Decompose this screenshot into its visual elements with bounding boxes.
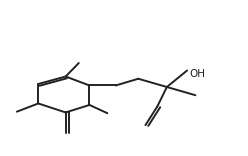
Text: OH: OH [189,68,206,78]
